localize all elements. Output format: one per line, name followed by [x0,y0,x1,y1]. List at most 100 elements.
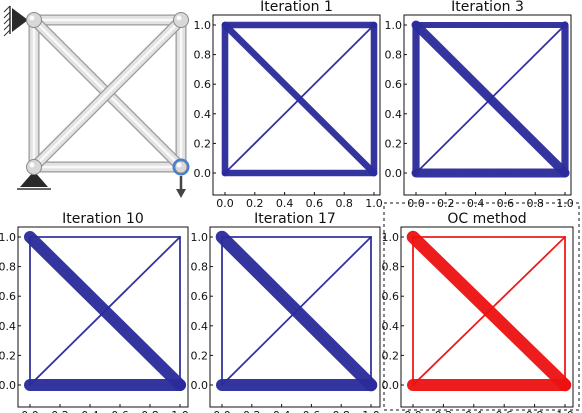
y-tick-label: 0.8 [0,261,16,274]
x-tick-label: 0.8 [332,409,350,413]
x-tick-label: 0.2 [435,409,453,413]
y-tick-label: 0.0 [191,379,209,392]
wall-hatch [3,5,11,13]
x-tick-label: 0.2 [51,409,69,413]
y-tick-label: 0.0 [0,379,16,392]
x-tick-label: 0.8 [141,409,159,413]
wall-support-triangle [12,8,28,32]
y-tick-label: 0.2 [0,349,16,362]
x-tick-label: 0.0 [404,409,422,413]
y-tick-label: 0.4 [382,320,400,333]
pin-support [17,171,51,190]
axes-frame [400,226,574,408]
x-tick-label: 0.8 [526,409,544,413]
support-triangle [20,171,48,187]
y-tick-label: 0.6 [382,290,400,303]
y-tick-label: 1.0 [382,231,400,244]
member-bar [221,236,372,386]
load-arrow-head [176,189,186,198]
y-tick-label: 0.6 [194,78,212,91]
x-tick-label: 0.4 [81,409,99,413]
y-tick-label: 1.0 [194,19,212,32]
y-tick-label: 0.6 [385,78,403,91]
x-tick-label: 0.6 [495,409,513,413]
x-tick-label: 0.0 [213,409,231,413]
x-tick-label: 0.4 [465,409,483,413]
y-tick-label: 0.4 [0,320,16,333]
y-tick-label: 0.6 [191,290,209,303]
panel-iteration-3: Iteration 30.0 0.2 0.4 0.6 0.8 1.00.00.20.40.… [385,0,574,210]
y-tick-label: 1.0 [191,231,209,244]
wall-hatch [3,23,11,31]
node-shine [29,15,35,21]
x-tick-label: 1.0 [171,409,189,413]
x-tick-label: 0.6 [306,197,324,210]
member-bar [224,24,375,174]
y-tick-label: 0.0 [385,167,403,180]
x-tick-label: 0.4 [273,409,291,413]
truss-member [28,14,187,173]
truss-member-highlight [32,18,183,169]
axes-frame [212,14,381,196]
y-tick-label: 0.8 [385,49,403,62]
wall-hatch [3,11,11,19]
x-tick-label: 1.0 [556,409,574,413]
axes-frame [403,14,572,196]
axes-frame [209,226,381,408]
y-tick-label: 0.8 [191,261,209,274]
x-tick-label: 0.2 [246,197,264,210]
y-tick-label: 0.2 [191,349,209,362]
x-tick-label: 0.0 [21,409,39,413]
panel-iteration-10: Iteration 10 0.0 0.2 0.4 0.6 0.8 1.0 0.0 0.2 0.4 0… [0,211,189,413]
axes-frame [17,226,189,408]
x-tick-label: 0.2 [243,409,261,413]
x-tick-label: 1.0 [365,197,383,210]
panel-iteration-17: Iteration 17 0.0 0.2 0.4 0.6 0.8 1.0 0.0 0.2 0.4 0… [191,211,381,413]
y-tick-label: 0.2 [382,349,400,362]
panel-title: Iteration 17 [254,211,336,227]
truss-node [26,159,42,175]
fixed-wall-support [3,5,28,37]
y-tick-label: 0.2 [194,137,212,150]
node-ball [26,159,42,175]
panel-iteration-1: Iteration 1 0.0 0.2 0.4 0.6 0.8 1.0 0.0 0.2 0.4 0.… [194,0,383,210]
y-tick-label: 0.0 [382,379,400,392]
y-tick-label: 0.6 [0,290,16,303]
y-tick-label: 0.8 [194,49,212,62]
member-bar [29,236,181,386]
loaded-node [172,158,190,176]
node-ball [26,12,42,28]
y-tick-label: 1.0 [0,231,16,244]
panel-title: Iteration 3 [451,0,524,15]
node-ball [173,12,189,28]
y-tick-label: 0.4 [385,108,403,121]
y-tick-label: 0.0 [194,167,212,180]
y-tick-label: 0.4 [194,108,212,121]
node-ball [174,160,188,174]
truss-node [173,12,189,28]
x-tick-label: 0.8 [335,197,353,210]
node-shine [29,162,35,168]
load-arrow-icon [176,176,186,198]
panel-title: OC method [447,211,526,227]
panel-title: Iteration 10 [62,211,144,227]
y-tick-label: 0.8 [382,261,400,274]
member-bar [415,24,566,174]
x-tick-label: 0.4 [276,197,294,210]
panel-title: Iteration 1 [260,0,333,15]
y-tick-label: 0.2 [385,137,403,150]
member-bar [412,236,566,386]
wall-hatch [3,17,11,25]
highlight-box [383,202,580,411]
truss-node [26,12,42,28]
x-tick-label: 1.0 [362,409,380,413]
x-tick-label: 0.0 [216,197,234,210]
truss-schematic [3,5,190,198]
y-tick-label: 0.4 [191,320,209,333]
node-shine [176,15,182,21]
panel-oc-method: OC method 0.0 0.2 0.4 0.6 0.8 1.0 0.0 0.2 0.4 0.6 0… [382,202,580,413]
x-tick-label: 0.6 [111,409,129,413]
y-tick-label: 1.0 [385,19,403,32]
